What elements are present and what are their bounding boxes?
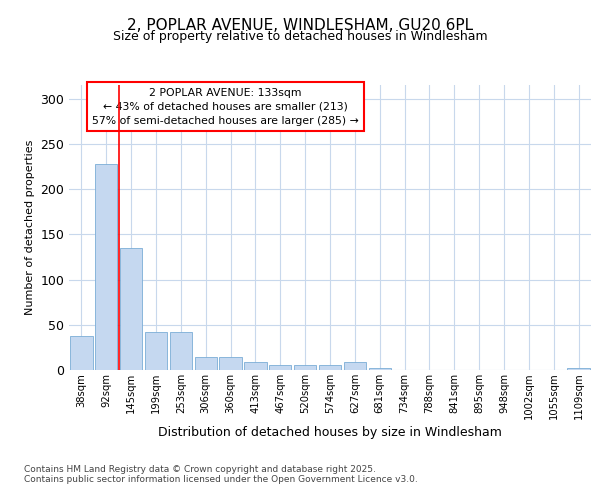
Bar — [294, 366, 316, 370]
Bar — [368, 368, 391, 370]
Bar — [145, 332, 167, 370]
Bar — [194, 358, 217, 370]
X-axis label: Distribution of detached houses by size in Windlesham: Distribution of detached houses by size … — [158, 426, 502, 440]
Bar — [344, 362, 366, 370]
Bar — [568, 368, 590, 370]
Bar — [244, 362, 266, 370]
Text: 2, POPLAR AVENUE, WINDLESHAM, GU20 6PL: 2, POPLAR AVENUE, WINDLESHAM, GU20 6PL — [127, 18, 473, 32]
Y-axis label: Number of detached properties: Number of detached properties — [25, 140, 35, 315]
Text: Size of property relative to detached houses in Windlesham: Size of property relative to detached ho… — [113, 30, 487, 43]
Bar — [95, 164, 118, 370]
Bar — [70, 336, 92, 370]
Bar — [170, 332, 192, 370]
Bar — [319, 366, 341, 370]
Bar — [269, 366, 292, 370]
Bar — [220, 358, 242, 370]
Text: 2 POPLAR AVENUE: 133sqm
← 43% of detached houses are smaller (213)
57% of semi-d: 2 POPLAR AVENUE: 133sqm ← 43% of detache… — [92, 88, 359, 126]
Bar — [120, 248, 142, 370]
Text: Contains HM Land Registry data © Crown copyright and database right 2025.
Contai: Contains HM Land Registry data © Crown c… — [24, 465, 418, 484]
